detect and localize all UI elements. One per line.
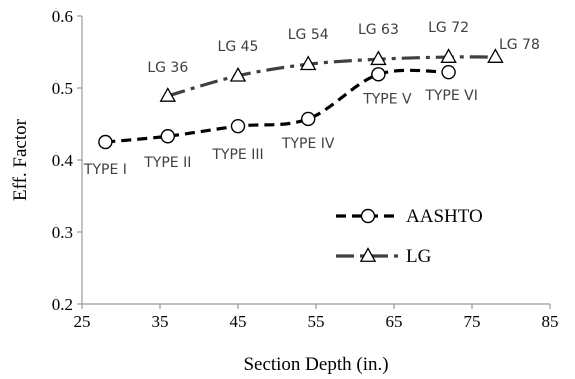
x-axis-ticks: 25 35 45 55 65 75 85 (74, 304, 559, 331)
point-label: LG 36 (147, 60, 188, 76)
x-axis-title: Section Depth (in.) (243, 354, 388, 375)
point-label: TYPE VI (424, 88, 478, 104)
legend: AASHTO LG (336, 206, 483, 267)
point-labels: TYPE I TYPE II TYPE III TYPE IV TYPE V TYPE V… (83, 20, 540, 178)
point-label: LG 78 (499, 37, 540, 53)
x-tick-label: 35 (152, 312, 169, 331)
data-point-aashto (160, 129, 176, 144)
data-point-lg (229, 66, 247, 82)
x-tick-label: 85 (542, 312, 559, 331)
y-tick-label: 0.6 (52, 7, 73, 26)
x-tick-label: 75 (464, 312, 481, 331)
data-point-aashto (98, 134, 113, 150)
data-point-lg (159, 87, 177, 102)
point-label: TYPE II (143, 155, 191, 171)
series-lg (159, 48, 504, 102)
data-point-aashto (301, 111, 316, 127)
legend-label-lg: LG (406, 246, 432, 267)
y-tick-label: 0.5 (52, 79, 73, 98)
x-tick-label: 55 (308, 312, 325, 331)
legend-marker-lg (359, 247, 377, 262)
legend-marker-aashto (360, 208, 376, 224)
data-point-lg (440, 48, 457, 63)
point-label: TYPE IV (281, 136, 335, 152)
x-tick-label: 45 (230, 312, 247, 331)
series-aashto (98, 64, 456, 150)
x-tick-label: 65 (386, 312, 403, 331)
x-tick-label: 25 (74, 312, 91, 331)
point-label: LG 54 (288, 27, 329, 43)
y-axis-ticks: 0.2 0.3 0.4 0.5 0.6 (52, 7, 82, 314)
point-label: TYPE V (362, 91, 412, 107)
point-label: LG 72 (428, 20, 469, 36)
point-label: LG 63 (358, 22, 399, 38)
series-layer (98, 48, 504, 150)
point-label: TYPE I (83, 162, 127, 178)
data-point-aashto (371, 67, 386, 82)
point-label: LG 45 (218, 39, 259, 55)
data-point-lg (487, 48, 504, 63)
data-point-lg (299, 55, 317, 71)
y-tick-label: 0.2 (52, 295, 73, 314)
point-label: TYPE III (211, 147, 263, 163)
data-point-aashto (230, 118, 246, 134)
y-tick-label: 0.3 (52, 223, 73, 242)
y-tick-label: 0.4 (52, 151, 74, 170)
data-point-lg (370, 50, 387, 66)
data-point-aashto (441, 64, 456, 80)
y-axis-title: Eff. Factor (10, 118, 31, 201)
legend-label-aashto: AASHTO (406, 206, 483, 227)
